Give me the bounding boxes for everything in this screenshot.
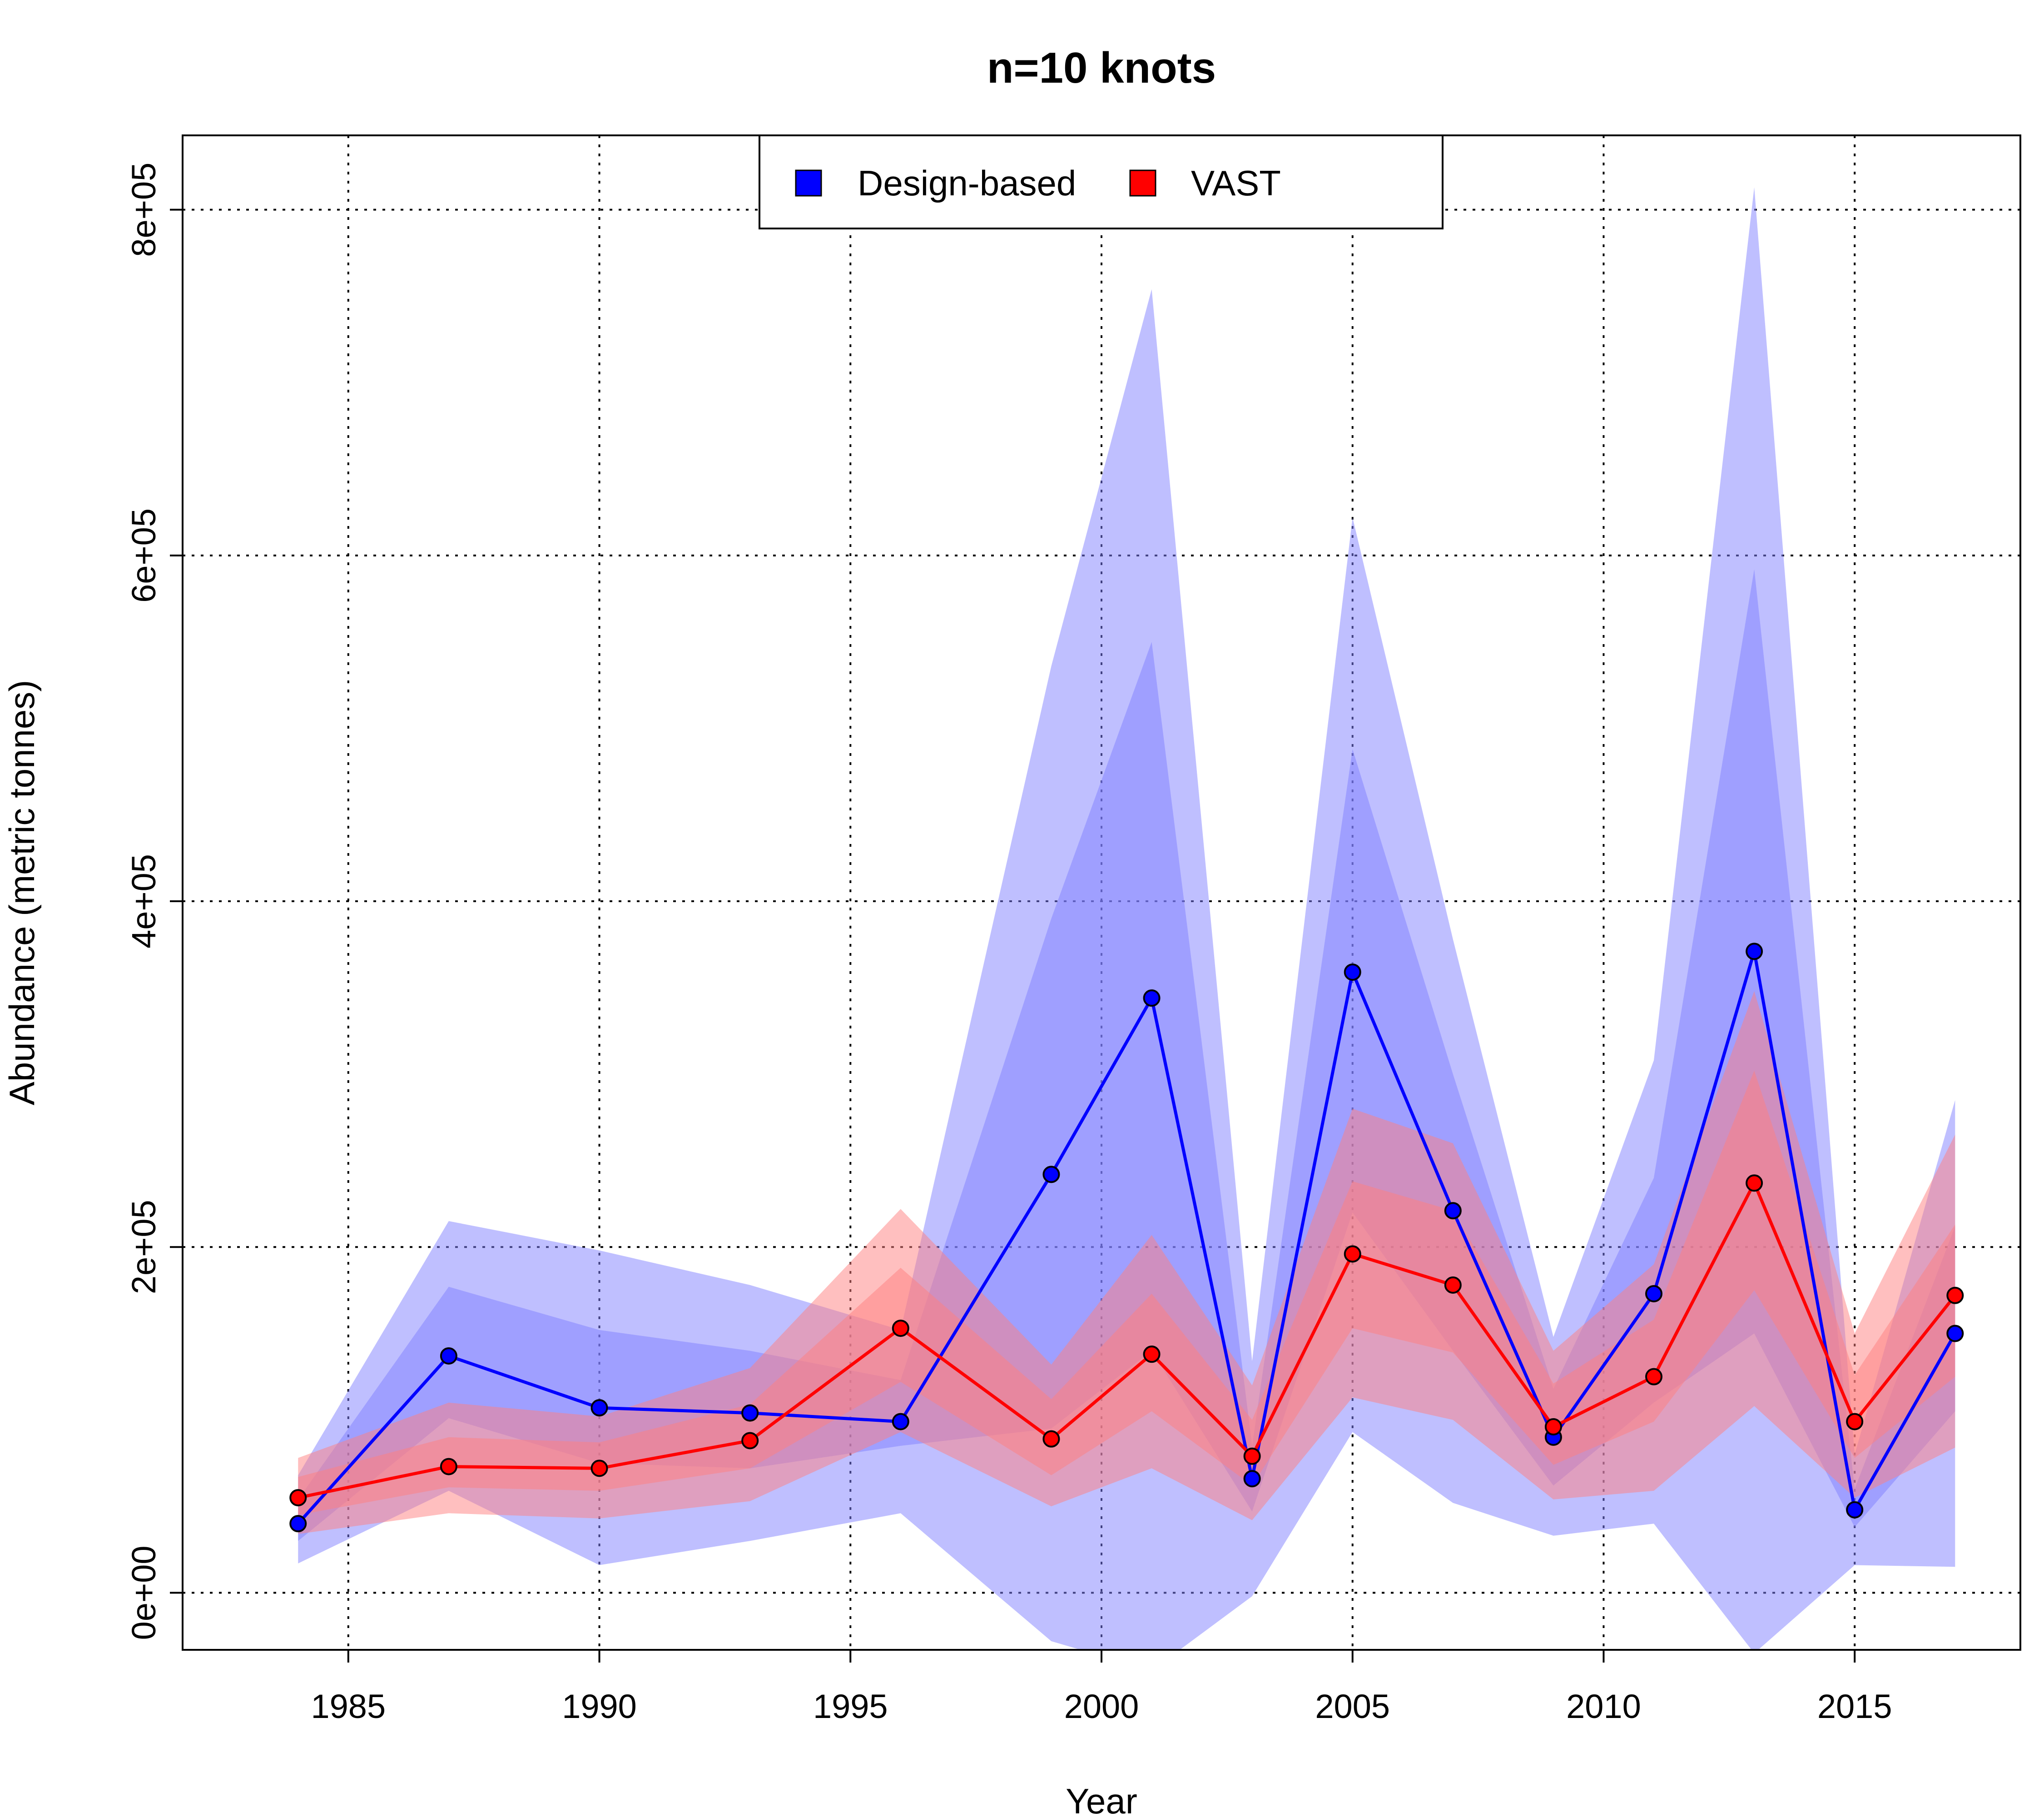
- legend-label-vast: VAST: [1191, 163, 1281, 203]
- x-tick-label: 2010: [1566, 1688, 1641, 1725]
- data-point-vast: [440, 1458, 457, 1475]
- band-inner-design-based: [298, 569, 1955, 1541]
- data-point-vast: [1042, 1430, 1060, 1448]
- x-tick-label: 2000: [1064, 1688, 1139, 1725]
- data-point-vast: [1344, 1245, 1361, 1263]
- data-point-vast: [741, 1432, 759, 1450]
- confidence-bands: [298, 187, 1955, 1650]
- series-points: [289, 943, 1964, 1533]
- y-tick-label: 6e+05: [125, 508, 163, 603]
- y-tick-label: 8e+05: [125, 163, 163, 257]
- data-point-design-based: [440, 1347, 457, 1365]
- band-inner-vast: [298, 1071, 1955, 1515]
- data-point-design-based: [1143, 989, 1161, 1007]
- data-point-design-based: [741, 1404, 759, 1422]
- data-point-design-based: [892, 1413, 909, 1430]
- legend-label-design-based: Design-based: [858, 163, 1076, 203]
- y-tick-label: 0e+00: [125, 1545, 163, 1640]
- legend-box: [759, 134, 1444, 229]
- data-point-vast: [892, 1320, 909, 1337]
- data-point-vast: [1645, 1368, 1663, 1385]
- x-tick-label: 1985: [311, 1688, 386, 1725]
- x-axis-label: Year: [1066, 1781, 1137, 1817]
- y-tick-label: 4e+05: [125, 854, 163, 948]
- x-axis: 1985 1990 1995 2000 2005 2010 2015: [311, 1650, 1892, 1725]
- data-point-design-based: [1042, 1166, 1060, 1183]
- data-point-design-based: [289, 1515, 307, 1533]
- data-point-design-based: [1444, 1202, 1462, 1220]
- legend-swatch-design-based: [795, 169, 822, 197]
- data-point-vast: [1143, 1345, 1161, 1363]
- x-tick-label: 2015: [1817, 1688, 1892, 1725]
- data-point-vast: [1946, 1286, 1964, 1304]
- data-point-design-based: [1946, 1325, 1964, 1342]
- data-point-design-based: [1645, 1285, 1663, 1302]
- x-tick-label: 1995: [813, 1688, 888, 1725]
- data-point-design-based: [1243, 1470, 1261, 1488]
- data-point-vast: [1746, 1174, 1763, 1192]
- x-tick-label: 1990: [562, 1688, 637, 1725]
- data-point-vast: [1444, 1276, 1462, 1294]
- y-tick-label: 2e+05: [125, 1200, 163, 1294]
- data-point-vast: [1544, 1418, 1562, 1436]
- legend: Design-based VAST: [759, 134, 1444, 229]
- data-point-vast: [1846, 1413, 1864, 1430]
- data-point-vast: [1243, 1447, 1261, 1465]
- data-point-vast: [590, 1460, 608, 1477]
- data-point-design-based: [1846, 1501, 1864, 1519]
- data-point-vast: [289, 1489, 307, 1507]
- data-point-design-based: [1746, 943, 1763, 960]
- y-axis-label: Abundance (metric tonnes): [2, 680, 42, 1106]
- data-point-design-based: [590, 1399, 608, 1417]
- y-axis: 0e+00 2e+05 4e+05 6e+05 8e+05: [125, 163, 183, 1640]
- data-point-design-based: [1344, 963, 1361, 981]
- x-tick-label: 2005: [1315, 1688, 1390, 1725]
- legend-swatch-vast: [1129, 169, 1156, 197]
- chart-title: n=10 knots: [987, 44, 1216, 92]
